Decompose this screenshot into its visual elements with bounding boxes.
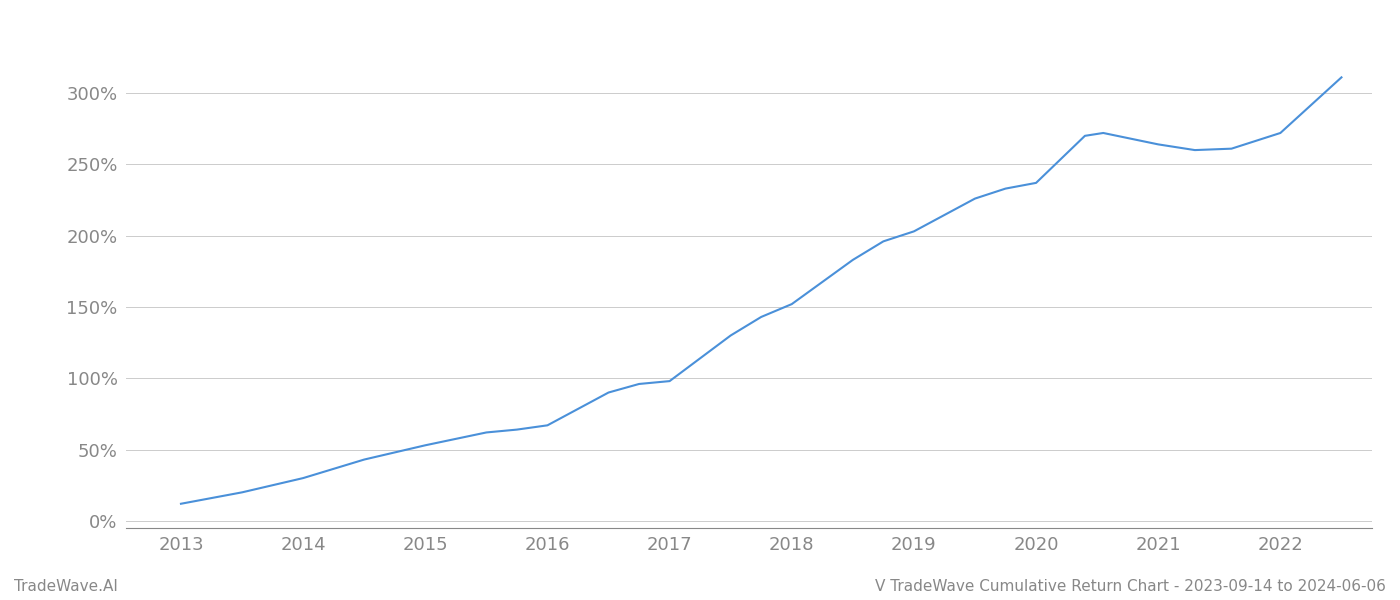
Text: TradeWave.AI: TradeWave.AI: [14, 579, 118, 594]
Text: V TradeWave Cumulative Return Chart - 2023-09-14 to 2024-06-06: V TradeWave Cumulative Return Chart - 20…: [875, 579, 1386, 594]
